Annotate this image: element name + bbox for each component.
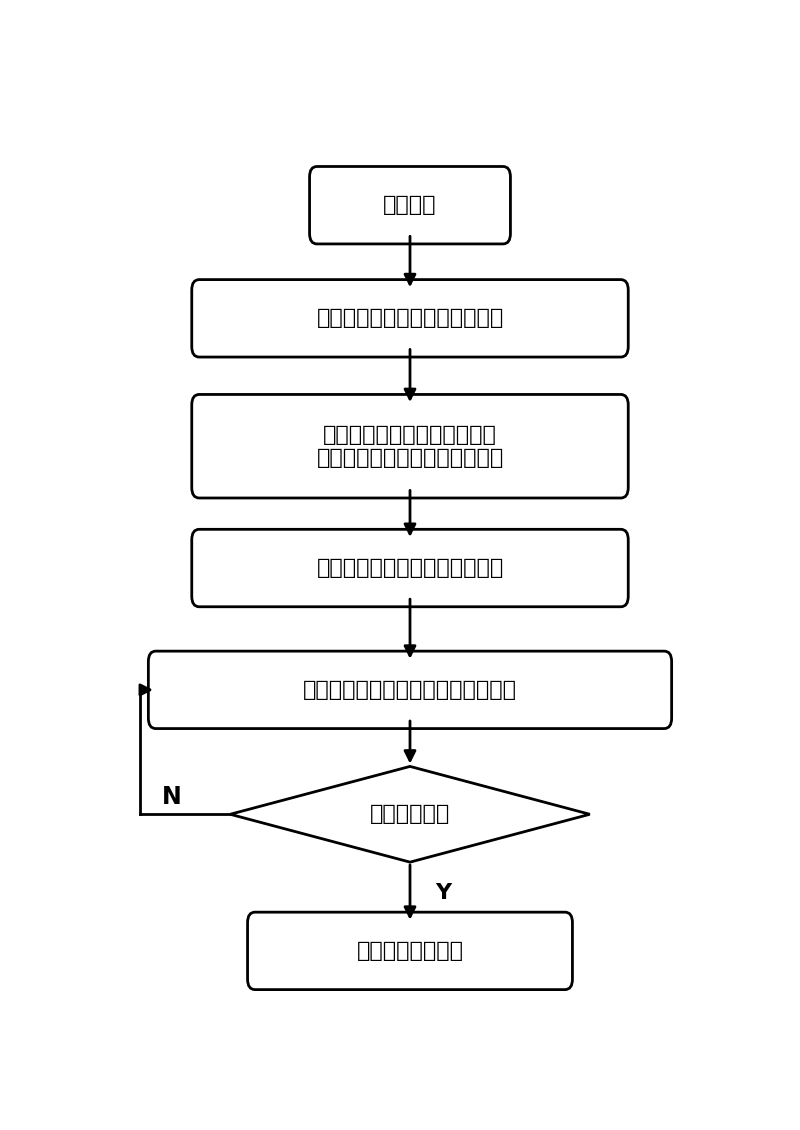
FancyBboxPatch shape bbox=[192, 394, 628, 498]
Text: N: N bbox=[162, 785, 181, 809]
Polygon shape bbox=[230, 766, 590, 862]
FancyBboxPatch shape bbox=[310, 166, 510, 244]
Text: 通过控制计算机计算相应的状态: 通过控制计算机计算相应的状态 bbox=[316, 558, 504, 579]
Text: 系统初始化，转台达到初始位置: 系统初始化，转台达到初始位置 bbox=[316, 308, 504, 329]
Text: 开机复位: 开机复位 bbox=[383, 195, 437, 215]
Text: 一个控制流程结束: 一个控制流程结束 bbox=[357, 941, 463, 960]
Text: 根据仿真内容，选择仿真模式
设置相关仿真操作、条件及状态: 根据仿真内容，选择仿真模式 设置相关仿真操作、条件及状态 bbox=[316, 425, 504, 468]
FancyBboxPatch shape bbox=[192, 279, 628, 357]
Text: 通过驱动电机，使转台达到预定位置: 通过驱动电机，使转台达到预定位置 bbox=[303, 680, 517, 699]
FancyBboxPatch shape bbox=[192, 529, 628, 607]
FancyBboxPatch shape bbox=[247, 912, 573, 990]
Text: Y: Y bbox=[435, 883, 451, 903]
Text: 达到预定位置: 达到预定位置 bbox=[370, 805, 450, 824]
FancyBboxPatch shape bbox=[148, 651, 672, 729]
